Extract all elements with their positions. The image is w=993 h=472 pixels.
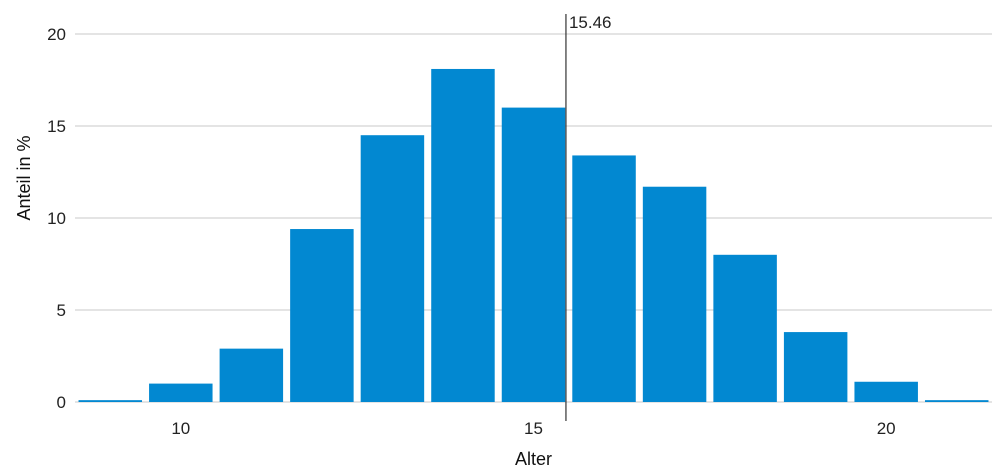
bar-15 (501, 107, 566, 402)
x-tick-label: 15 (524, 419, 543, 438)
bar-10 (149, 383, 213, 402)
bar-13 (360, 135, 425, 402)
bar-21 (924, 400, 989, 402)
bar-17 (642, 186, 707, 402)
y-axis-title: Anteil in % (14, 135, 34, 220)
mean-marker: 15.46 (565, 13, 612, 421)
bar-14 (431, 68, 495, 403)
bar-11 (219, 348, 284, 402)
bars (78, 68, 989, 403)
x-tick-label: 20 (877, 419, 896, 438)
bar-9 (78, 400, 143, 402)
y-tick-label: 15 (47, 117, 66, 136)
y-tick-label: 10 (47, 209, 66, 228)
bar-12 (290, 229, 354, 402)
x-axis-title: Alter (515, 449, 552, 469)
y-tick-label: 0 (57, 393, 66, 412)
bar-19 (783, 332, 848, 402)
bar-20 (854, 381, 918, 402)
y-tick-label: 20 (47, 25, 66, 44)
y-tick-labels: 0 5 10 15 20 (47, 25, 66, 412)
bar-18 (713, 254, 777, 402)
y-tick-label: 5 (57, 301, 66, 320)
x-tick-label: 10 (171, 419, 190, 438)
bar-16 (572, 155, 636, 402)
mean-marker-label: 15.46 (569, 13, 612, 32)
x-tick-labels: 10 15 20 (171, 419, 895, 438)
